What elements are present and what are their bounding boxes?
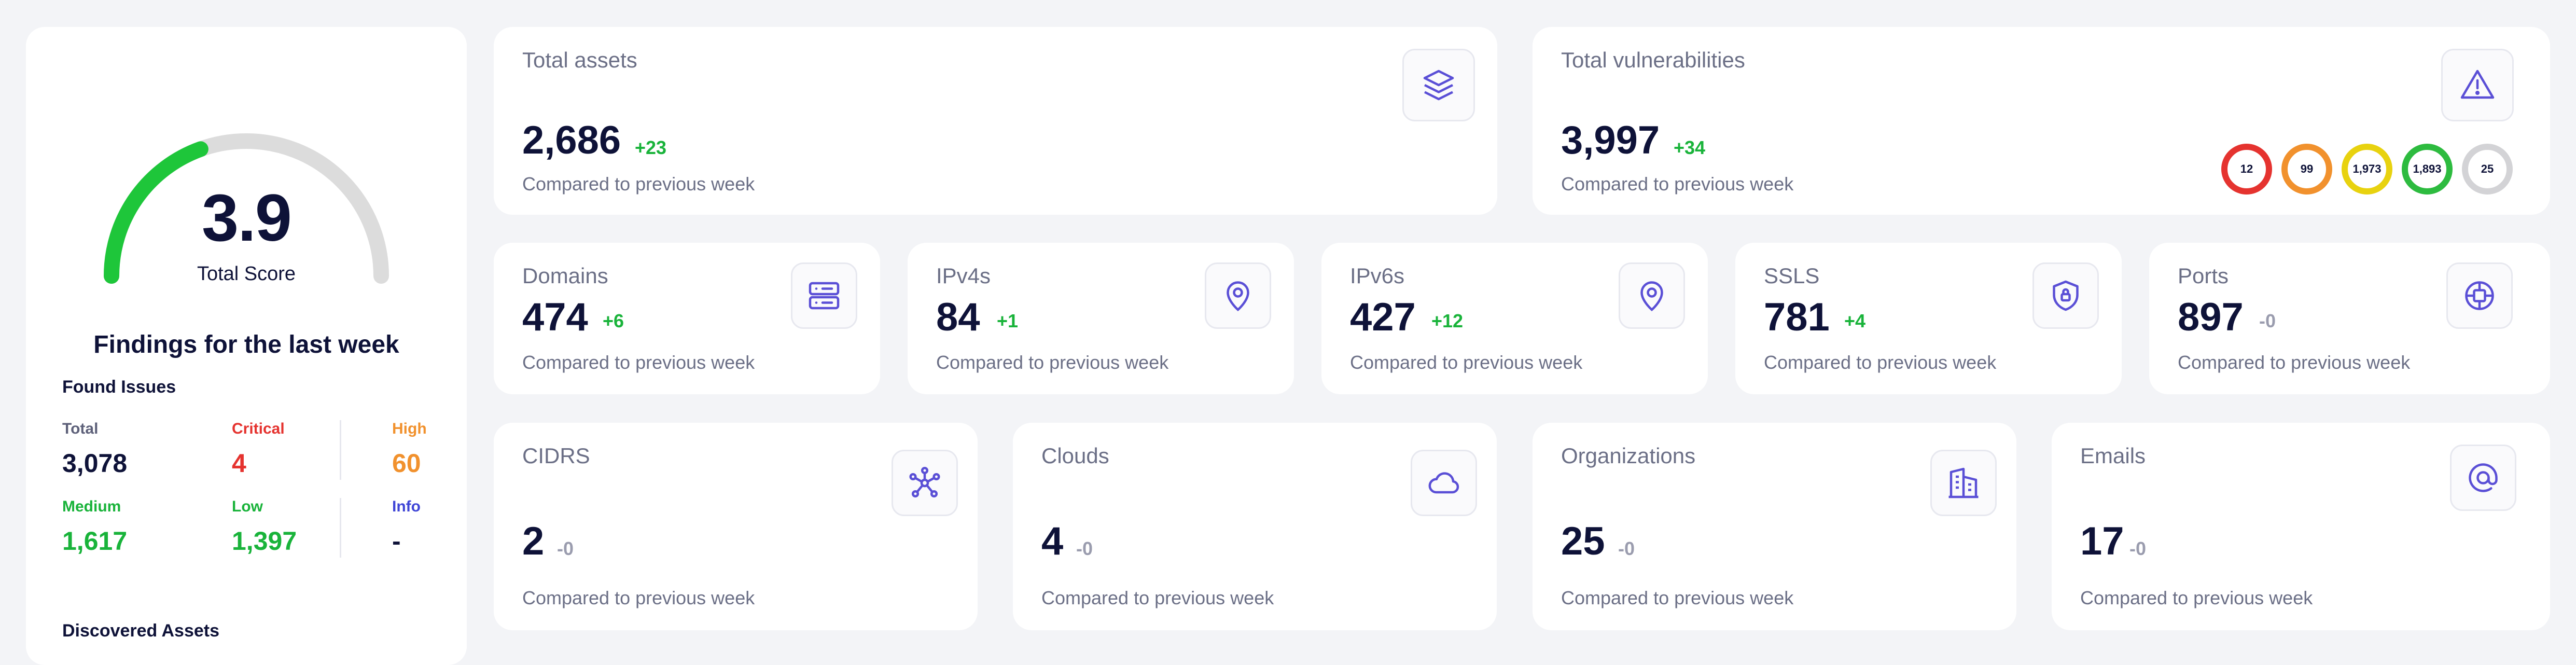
issue-high: High 60	[392, 420, 427, 478]
issue-info-label: Info	[392, 498, 421, 515]
issue-total-label: Total	[62, 420, 99, 437]
ipv6s-title: IPv6s	[1350, 264, 1405, 288]
domains-value: 474	[522, 295, 588, 339]
issue-medium: Medium 1,617	[62, 498, 127, 556]
issue-low: Low 1,397	[232, 498, 297, 556]
emails-subtitle: Compared to previous week	[2080, 587, 2313, 608]
total-score-value: 3.9	[202, 181, 292, 255]
ssls-title: SSLS	[1764, 264, 1820, 288]
domains-subtitle: Compared to previous week	[522, 352, 755, 373]
high-count-badge: 99	[2281, 144, 2332, 195]
total-vulnerabilities-delta: +34	[1674, 137, 1706, 158]
divider	[340, 420, 341, 480]
medium-count-badge: 1,973	[2342, 144, 2392, 195]
issue-critical-label: Critical	[232, 420, 285, 437]
issue-info-value: -	[392, 527, 401, 556]
clouds-subtitle: Compared to previous week	[1041, 587, 1274, 608]
low-count-badge: 1,893	[2402, 144, 2453, 195]
building-icon	[1930, 450, 1997, 516]
ipv6s-card[interactable]: IPv6s 427 +12 Compared to previous week	[1321, 243, 1708, 394]
ssls-value: 781	[1764, 295, 1830, 339]
issue-low-label: Low	[232, 498, 263, 515]
location-pin-icon	[1619, 262, 1685, 329]
total-assets-subtitle: Compared to previous week	[522, 173, 755, 195]
domains-card[interactable]: Domains 474 +6 Compared to previous week	[494, 243, 880, 394]
organizations-subtitle: Compared to previous week	[1561, 587, 1794, 608]
findings-title: Findings for the last week	[93, 331, 399, 358]
total-assets-title: Total assets	[522, 48, 637, 72]
clouds-value: 4	[1041, 519, 1064, 563]
ports-value: 897	[2178, 295, 2244, 339]
critical-count-badge: 12	[2221, 144, 2272, 195]
issue-medium-label: Medium	[62, 498, 121, 515]
location-pin-icon	[1205, 262, 1271, 329]
total-assets-card[interactable]: Total assets 2,686 +23 Compared to previ…	[494, 27, 1497, 215]
ipv4s-card[interactable]: IPv4s 84 +1 Compared to previous week	[908, 243, 1294, 394]
total-assets-value: 2,686	[522, 118, 621, 162]
cidrs-card[interactable]: CIDRS 2 -0 Compared to previous week	[494, 423, 978, 630]
organizations-card[interactable]: Organizations 25 -0 Compared to previous…	[1533, 423, 2016, 630]
issue-low-value: 1,397	[232, 527, 297, 556]
ports-delta: -0	[2259, 310, 2276, 331]
port-icon	[2446, 262, 2513, 329]
ipv4s-title: IPv4s	[936, 264, 991, 288]
issue-critical: Critical 4	[232, 420, 285, 478]
ipv6s-value: 427	[1350, 295, 1416, 339]
divider	[340, 498, 341, 558]
ports-card[interactable]: Ports 897 -0 Compared to previous week	[2149, 243, 2550, 394]
emails-title: Emails	[2080, 444, 2146, 468]
found-issues-title: Found Issues	[62, 377, 176, 397]
emails-card[interactable]: Emails 17 -0 Compared to previous week	[2052, 423, 2550, 630]
gauge-fill	[104, 141, 208, 284]
cidrs-title: CIDRS	[522, 444, 590, 468]
total-score-label: Total Score	[197, 263, 296, 285]
cidrs-delta: -0	[557, 538, 574, 559]
ipv6s-subtitle: Compared to previous week	[1350, 352, 1583, 373]
ipv4s-delta: +1	[997, 310, 1019, 331]
organizations-value: 25	[1561, 519, 1605, 563]
warning-icon	[2441, 49, 2514, 121]
total-vulnerabilities-subtitle: Compared to previous week	[1561, 173, 1794, 195]
cidrs-value: 2	[522, 519, 545, 563]
score-gauge	[104, 133, 389, 284]
score-panel: 3.9 Total Score Findings for the last we…	[26, 27, 467, 665]
server-icon	[791, 262, 857, 329]
issue-high-label: High	[392, 420, 427, 437]
ipv4s-value: 84	[936, 295, 980, 339]
ports-title: Ports	[2178, 264, 2229, 288]
organizations-title: Organizations	[1561, 444, 1696, 468]
issue-high-value: 60	[392, 449, 421, 478]
shield-lock-icon	[2032, 262, 2099, 329]
ssls-delta: +4	[1844, 310, 1866, 331]
at-sign-icon	[2450, 445, 2516, 511]
clouds-title: Clouds	[1041, 444, 1109, 468]
issue-critical-value: 4	[232, 449, 246, 478]
layers-icon	[1402, 49, 1475, 121]
organizations-delta: -0	[1618, 538, 1635, 559]
issue-total: Total 3,078	[62, 420, 127, 478]
ports-subtitle: Compared to previous week	[2178, 352, 2411, 373]
issue-medium-value: 1,617	[62, 527, 128, 556]
total-vulnerabilities-card[interactable]: Total vulnerabilities 3,997 +34 Compared…	[1533, 27, 2550, 215]
emails-delta: -0	[2129, 538, 2147, 559]
network-icon	[892, 450, 958, 516]
issue-info: Info -	[392, 498, 421, 556]
total-vulnerabilities-title: Total vulnerabilities	[1561, 48, 1745, 72]
discovered-assets-title: Discovered Assets	[62, 621, 220, 641]
total-vulnerabilities-value: 3,997	[1561, 118, 1660, 162]
total-assets-delta: +23	[635, 137, 667, 158]
issue-total-value: 3,078	[62, 449, 128, 478]
cloud-icon	[1411, 450, 1477, 516]
ipv6s-delta: +12	[1431, 310, 1464, 331]
cidrs-subtitle: Compared to previous week	[522, 587, 755, 608]
clouds-delta: -0	[1076, 538, 1093, 559]
domains-delta: +6	[603, 310, 624, 331]
ssls-card[interactable]: SSLS 781 +4 Compared to previous week	[1735, 243, 2122, 394]
emails-value: 17	[2080, 519, 2124, 563]
domains-title: Domains	[522, 264, 608, 288]
info-count-badge: 25	[2462, 144, 2513, 195]
ipv4s-subtitle: Compared to previous week	[936, 352, 1169, 373]
ssls-subtitle: Compared to previous week	[1764, 352, 1997, 373]
clouds-card[interactable]: Clouds 4 -0 Compared to previous week	[1013, 423, 1497, 630]
